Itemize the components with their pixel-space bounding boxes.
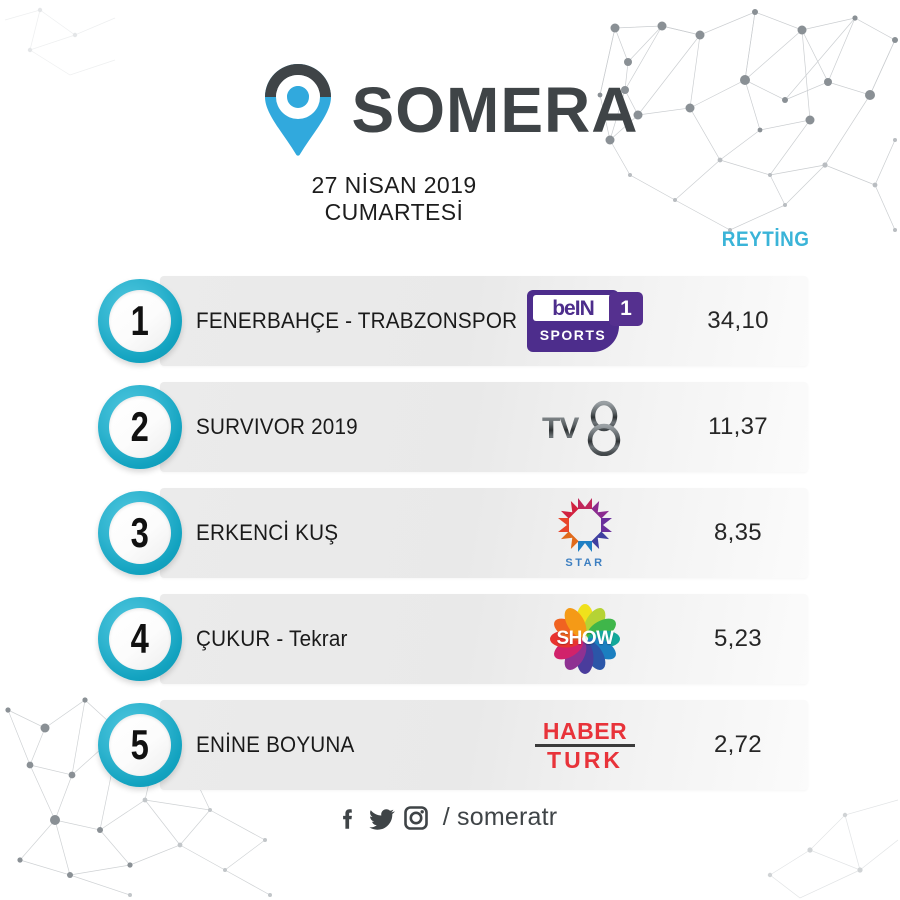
program-title: ENİNE BOYUNA xyxy=(196,732,355,757)
table-row[interactable]: 4 ÇUKUR - Tekrar xyxy=(0,586,900,692)
channel-logo-cell: HABER TURK xyxy=(505,692,665,798)
rating-value: 2,72 xyxy=(714,731,762,758)
channel-logo-cell: STAR xyxy=(505,480,665,586)
program-title: ERKENCİ KUŞ xyxy=(196,520,339,545)
facebook-icon[interactable] xyxy=(335,805,361,831)
star-tv-logo: STAR xyxy=(546,495,624,571)
rating-value: 5,23 xyxy=(714,625,762,652)
table-row[interactable]: 1 FENERBAHÇE - TRABZONSPOR beIN SPORTS 1… xyxy=(0,268,900,374)
haberturk-wordmark-bottom: TURK xyxy=(547,746,623,773)
weekday-text: CUMARTESİ xyxy=(324,199,464,225)
row-background xyxy=(160,594,808,684)
channel-logo-cell: beIN SPORTS 1 xyxy=(505,268,665,374)
channel-logo-cell: TV xyxy=(505,374,665,480)
bein-sports-1-logo: beIN SPORTS 1 xyxy=(527,290,643,352)
twitter-icon[interactable] xyxy=(368,805,395,831)
row-background xyxy=(160,488,808,578)
row-background xyxy=(160,276,808,366)
bein-channel-number: 1 xyxy=(609,292,643,326)
rank-badge: 4 xyxy=(98,597,182,681)
star-burst-icon xyxy=(558,498,612,552)
rank-number: 4 xyxy=(130,615,150,662)
tv8-logo: TV xyxy=(542,400,621,456)
date-block: 27 NİSAN 2019 CUMARTESİ xyxy=(0,172,900,226)
instagram-icon[interactable] xyxy=(403,805,429,831)
bein-wordmark: beIN xyxy=(552,296,595,320)
rank-number: 3 xyxy=(130,509,150,556)
rating-value: 34,10 xyxy=(707,307,769,334)
haberturk-wordmark-top: HABER xyxy=(542,717,628,744)
rank-badge: 2 xyxy=(98,385,182,469)
star-wordmark: STAR xyxy=(565,557,605,569)
show-tv-logo: SHOW xyxy=(549,603,621,675)
show-petals-icon xyxy=(550,604,620,674)
rank-badge: 3 xyxy=(98,491,182,575)
program-title: SURVIVOR 2019 xyxy=(196,414,358,439)
haberturk-logo: HABER TURK xyxy=(535,719,635,772)
table-row[interactable]: 5 ENİNE BOYUNA HABER TURK 2,72 xyxy=(0,692,900,798)
svg-text:TV: TV xyxy=(542,412,579,445)
page-header: SOMERA 27 NİSAN 2019 CUMARTESİ REYTİNG xyxy=(0,0,900,256)
show-wordmark: SHOW xyxy=(556,628,614,649)
row-background xyxy=(160,382,808,472)
ratings-list: 1 FENERBAHÇE - TRABZONSPOR beIN SPORTS 1… xyxy=(0,268,900,798)
rank-badge: 1 xyxy=(98,279,182,363)
brand-name: SOMERA xyxy=(351,74,639,146)
social-footer: / someratr xyxy=(0,803,900,832)
program-title: FENERBAHÇE - TRABZONSPOR xyxy=(196,308,518,333)
channel-logo-cell: SHOW xyxy=(505,586,665,692)
rating-value: 8,35 xyxy=(714,519,762,546)
haberturk-divider xyxy=(535,743,635,747)
table-row[interactable]: 2 SURVIVOR 2019 TV xyxy=(0,374,900,480)
bein-wordmark-box: beIN xyxy=(533,295,613,321)
rating-column-header: REYTİNG xyxy=(722,228,810,251)
rank-badge: 5 xyxy=(98,703,182,787)
network-decoration-bottom-right xyxy=(767,799,899,899)
bein-sports-text: SPORTS xyxy=(539,327,607,343)
program-title: ÇUKUR - Tekrar xyxy=(196,626,348,651)
map-pin-icon xyxy=(264,64,331,156)
rating-value: 11,37 xyxy=(708,413,768,440)
rank-number: 2 xyxy=(130,403,150,450)
rank-number: 5 xyxy=(130,721,150,768)
brand-lockup: SOMERA xyxy=(0,62,900,158)
social-handle: / someratr xyxy=(442,803,558,831)
row-background xyxy=(160,700,808,790)
table-row[interactable]: 3 ERKENCİ KUŞ S xyxy=(0,480,900,586)
date-text: 27 NİSAN 2019 xyxy=(311,172,477,198)
rank-number: 1 xyxy=(130,297,150,344)
